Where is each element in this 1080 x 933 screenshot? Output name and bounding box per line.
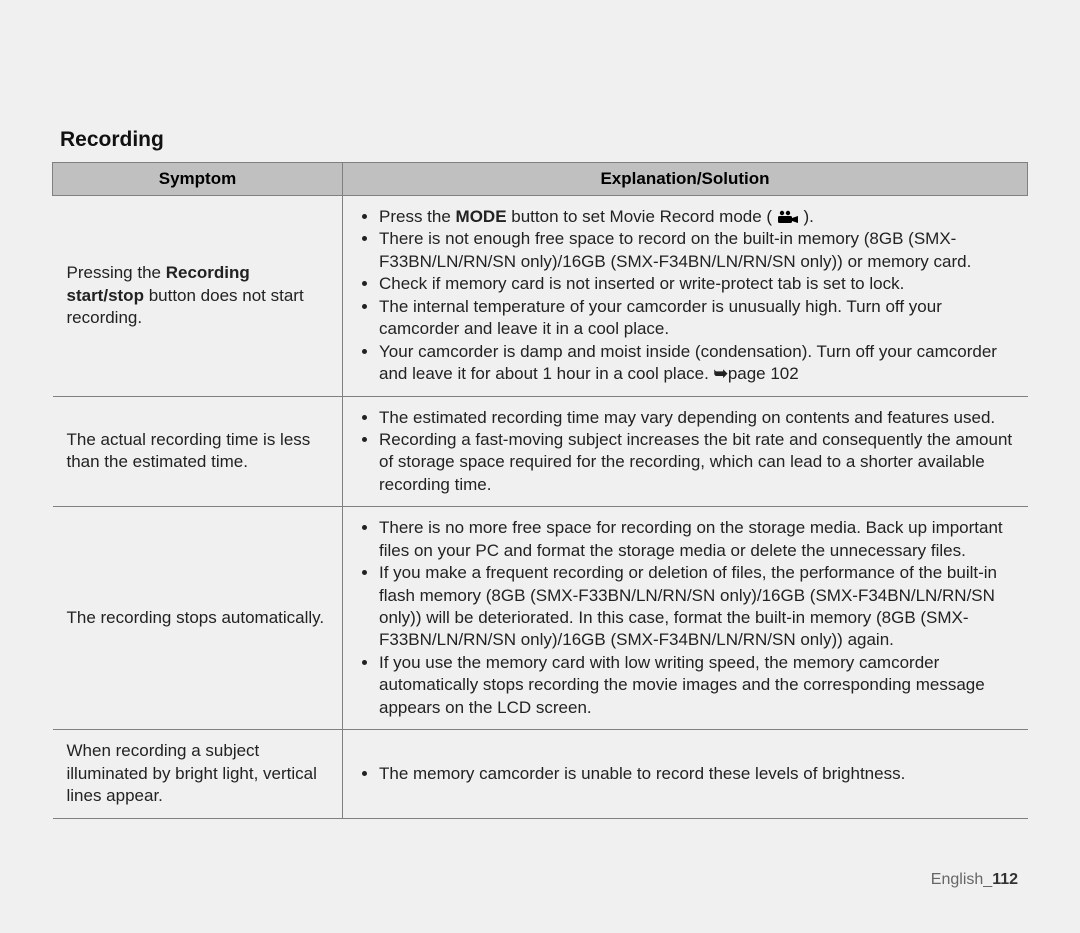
bullet-text: The memory camcorder is unable to record…: [379, 764, 905, 783]
list-item: Recording a fast-moving subject increase…: [379, 429, 1014, 496]
list-item: If you use the memory card with low writ…: [379, 652, 1014, 719]
list-item: There is not enough free space to record…: [379, 228, 1014, 273]
symptom-text: When recording a subject illuminated by …: [67, 741, 317, 805]
solution-list: The memory camcorder is unable to record…: [357, 763, 1014, 785]
list-item: There is no more free space for recordin…: [379, 517, 1014, 562]
solution-list: Press the MODE button to set Movie Recor…: [357, 206, 1014, 386]
symptom-text: The actual recording time is less than t…: [67, 430, 311, 471]
symptom-cell: When recording a subject illuminated by …: [53, 730, 343, 818]
list-item: The estimated recording time may vary de…: [379, 407, 1014, 429]
bullet-text: The internal temperature of your camcord…: [379, 297, 942, 338]
symptom-cell: Pressing the Recording start/stop button…: [53, 196, 343, 397]
symptom-cell: The actual recording time is less than t…: [53, 396, 343, 507]
solution-cell: The estimated recording time may vary de…: [343, 396, 1028, 507]
table-row: When recording a subject illuminated by …: [53, 730, 1028, 818]
col-header-solution: Explanation/Solution: [343, 163, 1028, 196]
bullet-bold: MODE: [456, 207, 507, 226]
solution-cell: There is no more free space for recordin…: [343, 507, 1028, 730]
troubleshooting-table: Symptom Explanation/Solution Pressing th…: [52, 162, 1028, 819]
table-row: Pressing the Recording start/stop button…: [53, 196, 1028, 397]
page-ref: page 102: [728, 364, 799, 383]
bullet-text: If you make a frequent recording or dele…: [379, 563, 997, 649]
list-item: The memory camcorder is unable to record…: [379, 763, 1014, 785]
bullet-post: button to set Movie Record mode (: [507, 207, 777, 226]
solution-cell: The memory camcorder is unable to record…: [343, 730, 1028, 818]
symptom-text-pre: Pressing the: [67, 263, 166, 282]
bullet-text: Your camcorder is damp and moist inside …: [379, 342, 997, 383]
list-item: Press the MODE button to set Movie Recor…: [379, 206, 1014, 228]
bullet-text: Recording a fast-moving subject increase…: [379, 430, 1012, 494]
symptom-text: The recording stops automatically.: [67, 608, 325, 627]
table-header-row: Symptom Explanation/Solution: [53, 163, 1028, 196]
table-row: The actual recording time is less than t…: [53, 396, 1028, 507]
bullet-text: There is not enough free space to record…: [379, 229, 971, 270]
list-item: Check if memory card is not inserted or …: [379, 273, 1014, 295]
bullet-pre: Press the: [379, 207, 456, 226]
solution-list: There is no more free space for recordin…: [357, 517, 1014, 719]
solution-list: The estimated recording time may vary de…: [357, 407, 1014, 497]
bullet-text: There is no more free space for recordin…: [379, 518, 1003, 559]
bullet-text: If you use the memory card with low writ…: [379, 653, 985, 717]
page-footer: English_112: [931, 871, 1018, 889]
footer-lang: English: [931, 871, 983, 888]
list-item: The internal temperature of your camcord…: [379, 296, 1014, 341]
footer-sep: _: [983, 871, 992, 888]
manual-page: Recording Symptom Explanation/Solution P…: [0, 0, 1080, 933]
section-title: Recording: [60, 128, 1028, 152]
list-item: If you make a frequent recording or dele…: [379, 562, 1014, 652]
arrow-icon: ➥: [714, 364, 728, 383]
content-area: Recording Symptom Explanation/Solution P…: [52, 36, 1028, 819]
symptom-cell: The recording stops automatically.: [53, 507, 343, 730]
bullet-tail: ).: [799, 207, 814, 226]
footer-page-number: 112: [992, 871, 1018, 888]
bullet-text: Check if memory card is not inserted or …: [379, 274, 904, 293]
solution-cell: Press the MODE button to set Movie Recor…: [343, 196, 1028, 397]
list-item: Your camcorder is damp and moist inside …: [379, 341, 1014, 386]
col-header-symptom: Symptom: [53, 163, 343, 196]
bullet-text: The estimated recording time may vary de…: [379, 408, 995, 427]
camcorder-icon: [777, 210, 799, 224]
table-row: The recording stops automatically. There…: [53, 507, 1028, 730]
